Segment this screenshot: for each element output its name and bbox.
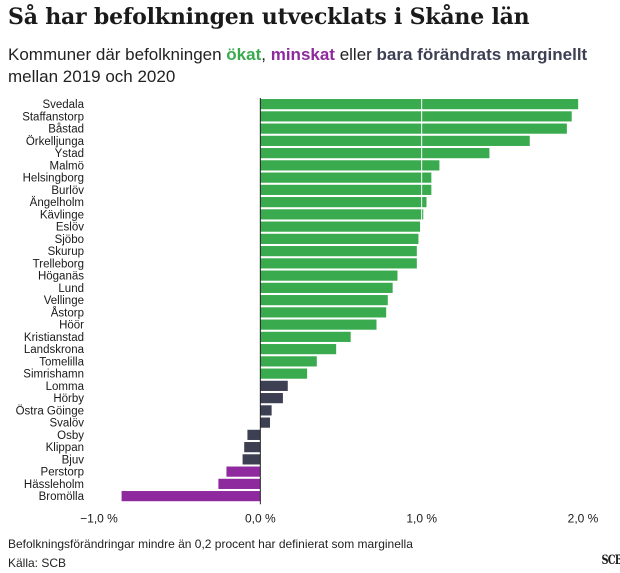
bar <box>260 111 572 122</box>
category-label: Örkelljunga <box>26 136 85 148</box>
bar <box>260 258 417 269</box>
subtitle-text: Kommuner där befolkningen <box>8 45 227 64</box>
category-label: Kristianstad <box>24 332 84 344</box>
bar <box>260 209 424 220</box>
category-label: Kävlinge <box>40 209 84 221</box>
bar <box>260 270 398 281</box>
category-label: Åstorp <box>51 306 84 319</box>
category-label: Staffanstorp <box>22 111 84 123</box>
category-label: Lund <box>58 283 84 295</box>
x-tick-label: −1,0 % <box>80 511 118 525</box>
bar <box>260 380 288 391</box>
category-label: Landskrona <box>24 344 85 356</box>
bar <box>260 405 272 416</box>
category-label: Tomelilla <box>39 356 84 368</box>
subtitle-text: , <box>261 45 271 64</box>
bar <box>260 184 432 195</box>
x-tick-label: 2,0 % <box>568 511 599 525</box>
bar <box>260 160 440 171</box>
bar <box>260 135 530 146</box>
category-label: Eslöv <box>56 222 84 234</box>
category-label: Malmö <box>49 160 84 172</box>
bar <box>260 331 351 342</box>
bar <box>260 221 421 232</box>
bar <box>260 123 567 134</box>
bar <box>260 233 419 244</box>
chart-title: Så har befolkningen utvecklats i Skåne l… <box>8 4 530 30</box>
category-label: Ystad <box>55 148 84 160</box>
category-label: Vellinge <box>44 295 84 307</box>
category-label: Sjöbo <box>55 234 84 246</box>
chart-subtitle: Kommuner där befolkningen ökat, minskat … <box>8 44 608 88</box>
category-label: Klippan <box>46 442 84 454</box>
bar <box>121 491 261 502</box>
bar <box>260 417 271 428</box>
subtitle-marginal: bara förändrats marginellt <box>376 45 588 64</box>
bar <box>260 99 579 110</box>
footnote: Befolkningsförändringar mindre än 0,2 pr… <box>8 537 413 551</box>
bar <box>260 295 388 306</box>
bar <box>247 429 261 440</box>
bar <box>260 393 283 404</box>
bar <box>260 344 337 355</box>
category-label: Hässleholm <box>24 479 84 491</box>
subtitle-text: eller <box>334 45 377 64</box>
subtitle-increased: ökat <box>226 45 262 64</box>
bar <box>260 319 377 330</box>
category-label: Svedala <box>42 99 84 111</box>
category-label: Bjuv <box>62 454 85 466</box>
category-label: Höör <box>59 320 84 332</box>
x-tick-label: 1,0 % <box>406 511 437 525</box>
category-label: Lomma <box>46 381 85 393</box>
category-label: Skurup <box>48 246 84 258</box>
category-label: Östra Göinge <box>16 405 84 417</box>
category-label: Båstad <box>48 124 84 136</box>
bar <box>260 368 308 379</box>
bar <box>260 246 417 257</box>
bar <box>260 307 387 318</box>
category-label: Simrishamn <box>23 369 84 381</box>
category-label: Svalöv <box>49 418 84 430</box>
category-label: Höganäs <box>38 271 84 283</box>
bar-chart: SvedalaStaffanstorpBåstadÖrkelljungaYsta… <box>16 98 599 525</box>
publisher-logo: SCB <box>601 553 620 568</box>
category-label: Ängelholm <box>30 197 84 209</box>
source-note: Källa: SCB <box>8 556 67 570</box>
bar <box>218 478 261 489</box>
bar <box>260 356 317 367</box>
bar <box>242 454 261 465</box>
category-label: Bromölla <box>39 491 85 503</box>
bar <box>244 442 261 453</box>
bar <box>260 197 427 208</box>
subtitle-text: mellan 2019 och 2020 <box>8 67 176 86</box>
bar <box>260 282 393 293</box>
category-label: Helsingborg <box>23 173 84 185</box>
bar <box>260 148 490 159</box>
category-label: Osby <box>57 430 84 442</box>
category-label: Perstorp <box>41 467 84 479</box>
subtitle-decreased: minskat <box>270 45 335 64</box>
category-label: Burlöv <box>51 185 84 197</box>
bar <box>260 172 432 183</box>
x-tick-label: 0,0 % <box>245 511 276 525</box>
category-label: Trelleborg <box>33 258 84 270</box>
category-label: Hörby <box>53 393 84 405</box>
bar <box>226 466 261 477</box>
